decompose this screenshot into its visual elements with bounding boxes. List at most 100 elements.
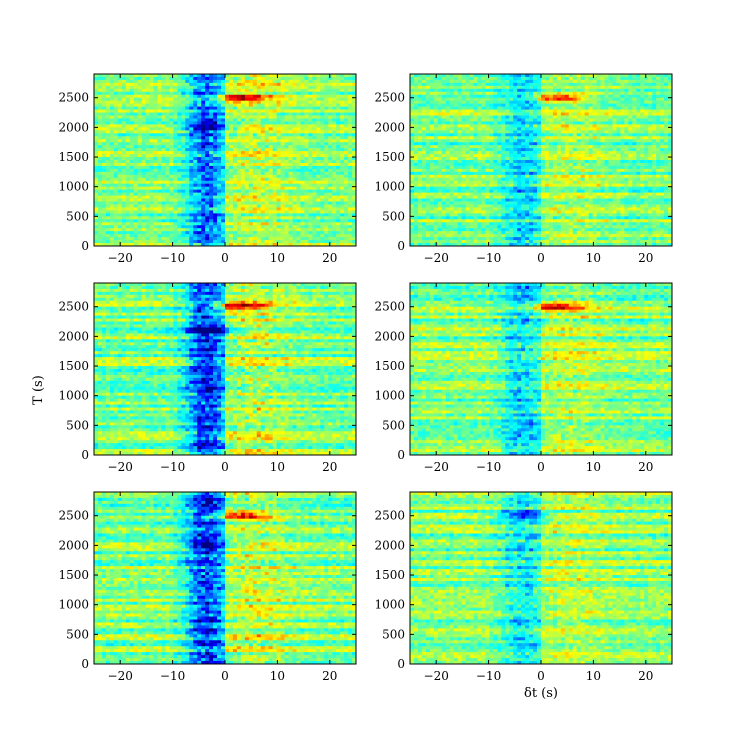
heatmap-cell — [197, 74, 202, 78]
heatmap-cell — [153, 79, 159, 84]
heatmap-cell — [217, 210, 222, 214]
heatmap-cell — [264, 94, 270, 99]
heatmap-cell — [201, 171, 206, 176]
heatmap-cell — [217, 94, 222, 99]
heatmap-cell — [300, 183, 305, 188]
heatmap-cell — [181, 180, 186, 185]
heatmap-cell — [477, 109, 483, 114]
heatmap-cell — [236, 204, 242, 209]
heatmap-cell — [94, 183, 99, 188]
heatmap-cell — [217, 225, 222, 229]
heatmap-cell — [548, 74, 554, 78]
heatmap-cell — [248, 243, 254, 246]
heatmap-cell — [141, 213, 147, 217]
heatmap-cell — [209, 115, 214, 120]
heatmap-cell — [481, 76, 487, 81]
heatmap-cell — [624, 88, 629, 93]
heatmap-cell — [101, 213, 107, 217]
heatmap-cell — [173, 103, 178, 108]
heatmap-cell — [213, 183, 218, 188]
heatmap-cell — [324, 237, 329, 241]
heatmap-cell — [157, 115, 163, 120]
heatmap-cell — [173, 168, 178, 173]
heatmap-cell — [252, 192, 258, 197]
heatmap-cell — [209, 174, 214, 179]
heatmap-cell — [232, 145, 238, 149]
heatmap-cell — [268, 183, 274, 188]
heatmap-cell — [145, 213, 151, 217]
heatmap-cell — [125, 204, 131, 209]
heatmap-cell — [244, 106, 250, 111]
heatmap-cell — [624, 91, 629, 96]
heatmap-cell — [592, 94, 598, 99]
heatmap-cell — [316, 219, 321, 223]
heatmap-cell — [449, 106, 455, 111]
heatmap-cell — [101, 118, 107, 123]
heatmap-cell — [276, 198, 282, 203]
heatmap-cell — [612, 85, 618, 90]
heatmap-cell — [493, 79, 498, 84]
heatmap-cell — [469, 82, 475, 87]
heatmap-cell — [133, 195, 139, 200]
heatmap-cell — [280, 76, 286, 81]
heatmap-cell — [205, 168, 210, 173]
heatmap-cell — [117, 171, 123, 176]
heatmap-cell — [169, 127, 174, 131]
heatmap-cell — [568, 79, 574, 84]
heatmap-cell — [292, 174, 298, 179]
heatmap-cell — [652, 74, 657, 78]
heatmap-cell — [344, 124, 349, 128]
heatmap-cell — [268, 186, 274, 191]
heatmap-cell — [517, 79, 522, 84]
heatmap-cell — [628, 103, 633, 108]
heatmap-cell — [328, 237, 333, 241]
heatmap-cell — [513, 112, 518, 117]
heatmap-cell — [340, 219, 345, 223]
heatmap-cell — [217, 207, 222, 212]
heatmap-cell — [161, 198, 167, 203]
heatmap-cell — [173, 198, 178, 203]
heatmap-cell — [612, 91, 618, 96]
heatmap-cell — [560, 76, 566, 81]
heatmap-cell — [668, 74, 672, 78]
heatmap-cell — [544, 100, 550, 105]
heatmap-cell — [101, 189, 107, 194]
heatmap-cell — [213, 94, 218, 99]
heatmap-cell — [189, 222, 194, 226]
heatmap-cell — [209, 74, 214, 78]
heatmap-cell — [320, 139, 325, 143]
heatmap-cell — [173, 100, 178, 105]
heatmap-cell — [517, 121, 522, 126]
heatmap-cell — [149, 139, 155, 143]
heatmap-cell — [169, 94, 174, 99]
heatmap-cell — [181, 151, 186, 155]
heatmap-cell — [264, 171, 270, 176]
heatmap-cell — [197, 94, 202, 99]
heatmap-cell — [501, 91, 506, 96]
heatmap-cell — [129, 103, 135, 108]
heatmap-cell — [441, 103, 447, 108]
heatmap-cell — [296, 228, 302, 232]
heatmap-cell — [588, 100, 594, 105]
heatmap-cell — [109, 183, 115, 188]
heatmap-cell — [169, 213, 174, 217]
heatmap-cell — [133, 174, 139, 179]
heatmap-cell — [105, 148, 111, 152]
heatmap-cell — [157, 145, 163, 149]
heatmap-cell — [268, 157, 274, 161]
heatmap-cell — [181, 133, 186, 137]
heatmap-cell — [332, 94, 337, 99]
heatmap-cell — [125, 180, 131, 185]
heatmap-cell — [316, 222, 321, 226]
heatmap-cell — [181, 174, 186, 179]
heatmap-cell — [544, 109, 550, 114]
heatmap-cell — [105, 109, 111, 114]
heatmap-cell — [165, 225, 171, 229]
heatmap-cell — [592, 85, 598, 90]
heatmap-cell — [181, 85, 186, 90]
heatmap-cell — [429, 121, 435, 126]
heatmap-cell — [596, 115, 602, 120]
heatmap-cell — [225, 168, 230, 173]
heatmap-cell — [548, 121, 554, 126]
heatmap-cell — [348, 145, 353, 149]
